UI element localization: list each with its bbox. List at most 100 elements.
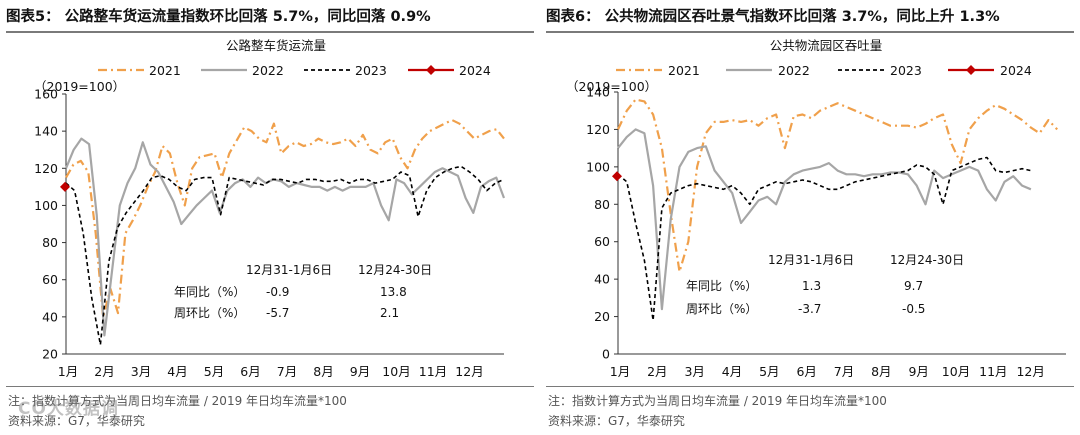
x-axis: 1月 2月 3月 4月 5月 6月 7月 8月 9月 10月 11月 12月	[610, 353, 1066, 379]
stats-yoy-value-2: 13.8	[380, 285, 407, 299]
stats-wow-value-1: -3.7	[798, 302, 821, 316]
x-tick-label: 9月	[908, 364, 928, 379]
legend-marker-2024	[426, 65, 436, 75]
plot-area	[612, 98, 1058, 322]
series-2022-line	[64, 137, 506, 337]
y-tick-label: 0	[602, 347, 610, 362]
series-2023-line	[617, 156, 1032, 322]
x-tick-label: 1月	[58, 364, 78, 379]
legend-label-2022: 2022	[778, 63, 810, 78]
legend-label-2023: 2023	[355, 63, 387, 78]
y-tick-label: 120	[34, 161, 58, 176]
chart-header: 图表6： 公共物流园区吞吐景气指数环比回落 3.7%，同比上升 1.3%	[546, 4, 1074, 30]
legend-label-2021: 2021	[149, 63, 181, 78]
figure-title: 公共物流园区吞吐景气指数环比回落 3.7%，同比上升 1.3%	[604, 9, 1000, 25]
x-tick-label: 10月	[942, 364, 970, 379]
series-2024-marker	[612, 171, 622, 182]
legend-label-2022: 2022	[252, 63, 284, 78]
x-tick-label: 11月	[979, 364, 1007, 379]
x-tick-label: 4月	[167, 364, 187, 379]
y-tick-label: 20	[42, 347, 58, 362]
chart-source: 资料来源：G7，华泰研究	[548, 414, 685, 428]
x-tick-label: 12月	[455, 364, 483, 379]
x-tick-label: 6月	[796, 364, 816, 379]
figure-title: 公路整车货运流量指数环比回落 5.7%，同比回落 0.9%	[64, 9, 431, 25]
series-2021-line	[617, 98, 1058, 273]
stats-yoy-value-2: 9.7	[904, 279, 923, 293]
x-tick-label: 3月	[684, 364, 704, 379]
stats-yoy-value-1: 1.3	[802, 279, 821, 293]
x-tick-label: 7月	[277, 364, 297, 379]
stats-col-2-header: 12月24-30日	[358, 263, 432, 277]
x-axis: 1月 2月 3月 4月 5月 6月 7月 8月 9月 10月 11月 12月	[58, 353, 504, 379]
series-2022-line	[617, 128, 1032, 311]
x-tick-label: 5月	[204, 364, 224, 379]
y-tick-label: 60	[594, 234, 610, 249]
legend-label-2023: 2023	[890, 63, 922, 78]
series-2021-line	[65, 118, 505, 318]
stats-yoy-value-1: -0.9	[266, 285, 289, 299]
x-tick-label: 4月	[722, 364, 742, 379]
y-tick-label: 140	[586, 85, 610, 100]
figure-label: 图表6：	[546, 9, 600, 25]
y-tick-label: 20	[594, 309, 610, 324]
series-2023-line	[65, 165, 505, 346]
stats-wow-value-2: 2.1	[380, 306, 399, 320]
plot-area	[60, 118, 506, 346]
x-tick-label: 8月	[871, 364, 891, 379]
x-tick-label: 1月	[610, 364, 630, 379]
line-chart-logistics-park: 公共物流园区吞吐量 2021 2022 2023 2024 （2019=100）…	[566, 38, 1066, 379]
x-tick-label: 11月	[419, 364, 447, 379]
y-unit-label: （2019=100）	[566, 79, 657, 94]
chart-header: 图表5： 公路整车货运流量指数环比回落 5.7%，同比回落 0.9%	[6, 4, 534, 30]
stats-col-1-header: 12月31-1月6日	[768, 253, 854, 267]
chart-panel-right: 图表6： 公共物流园区吞吐景气指数环比回落 3.7%，同比上升 1.3% 公共物…	[546, 0, 1078, 435]
figure-label: 图表5：	[6, 9, 60, 25]
stats-row-label-yoy: 年同比（%）	[686, 279, 757, 293]
y-tick-label: 140	[34, 124, 58, 139]
watermark: CO大数据调	[18, 399, 119, 419]
x-tick-label: 6月	[240, 364, 260, 379]
legend: 2021 2022 2023 2024	[98, 63, 491, 78]
y-axis: 0 20 40 60 80 100 120 140	[586, 85, 619, 362]
y-tick-label: 80	[594, 197, 610, 212]
legend-label-2024: 2024	[1000, 63, 1032, 78]
stats-row-label-wow: 周环比（%）	[174, 306, 245, 320]
legend-label-2024: 2024	[459, 63, 491, 78]
stats-row-label-yoy: 年同比（%）	[174, 285, 245, 299]
y-axis: 20 40 60 80 100 120 140 160	[34, 87, 67, 362]
x-tick-label: 7月	[834, 364, 854, 379]
stats-wow-value-2: -0.5	[902, 302, 925, 316]
line-chart-road-freight: 公路整车货运流量 2021 2022 2023 2024 （2019=100） …	[34, 38, 506, 379]
header-divider	[6, 31, 534, 33]
chart-note: 注：指数计算方式为当周日均车流量 / 2019 年日均车流量*100	[8, 394, 347, 408]
y-tick-label: 60	[42, 272, 58, 287]
x-tick-label: 10月	[382, 364, 410, 379]
x-tick-label: 3月	[131, 364, 151, 379]
y-tick-label: 160	[34, 87, 58, 102]
stats-table: 12月31-1月6日 12月24-30日 年同比（%） 1.3 9.7 周环比（…	[686, 253, 964, 316]
stats-col-2-header: 12月24-30日	[890, 253, 964, 267]
stats-wow-value-1: -5.7	[266, 306, 289, 320]
x-tick-label: 9月	[350, 364, 370, 379]
footer-divider	[6, 386, 534, 387]
stats-table: 12月31-1月6日 12月24-30日 年同比（%） -0.9 13.8 周环…	[174, 263, 432, 320]
legend-marker-2024	[966, 65, 976, 75]
y-tick-label: 100	[34, 198, 58, 213]
y-tick-label: 40	[42, 309, 58, 324]
chart-source: 资料来源：G7，华泰研究	[8, 414, 145, 428]
x-tick-label: 12月	[1016, 364, 1044, 379]
y-unit-label: （2019=100）	[34, 79, 125, 94]
legend-label-2021: 2021	[668, 63, 700, 78]
x-tick-label: 8月	[313, 364, 333, 379]
chart-panel-left: 图表5： 公路整车货运流量指数环比回落 5.7%，同比回落 0.9% 公路整车货…	[6, 0, 538, 435]
y-tick-label: 100	[586, 159, 610, 174]
series-2024-marker	[60, 181, 70, 192]
chart-title: 公共物流园区吞吐量	[770, 38, 883, 53]
chart-title: 公路整车货运流量	[226, 38, 326, 53]
y-tick-label: 120	[586, 122, 610, 137]
x-tick-label: 2月	[94, 364, 114, 379]
stats-col-1-header: 12月31-1月6日	[246, 263, 332, 277]
x-tick-label: 5月	[759, 364, 779, 379]
y-tick-label: 40	[594, 272, 610, 287]
